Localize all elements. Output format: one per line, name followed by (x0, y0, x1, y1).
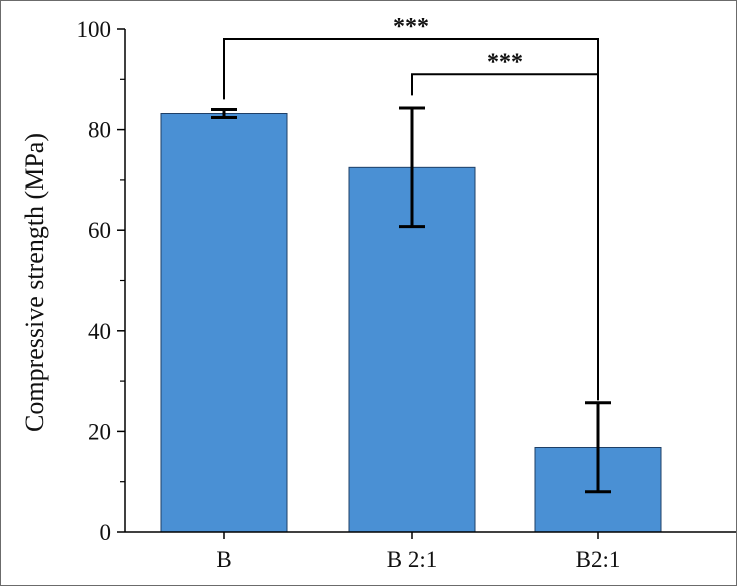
significance-label-1: *** (393, 14, 429, 40)
significance-bracket-2 (411, 73, 599, 401)
y-tick-label-20: 20 (88, 419, 111, 444)
x-tick-label-1: B (216, 547, 231, 572)
y-tick-label-40: 40 (88, 319, 111, 344)
y-tick-label-60: 60 (88, 218, 111, 243)
y-tick-label-100: 100 (77, 17, 112, 42)
x-tick-label-2: B 2:1 (387, 547, 437, 572)
y-axis-title: Compressive strength (MPa) (20, 133, 49, 432)
y-tick-label-0: 0 (100, 520, 112, 545)
bar-1 (160, 113, 288, 533)
x-tick-label-3: B2:1 (576, 547, 621, 572)
y-tick-label-80: 80 (88, 118, 111, 143)
significance-label-2: *** (487, 49, 523, 75)
